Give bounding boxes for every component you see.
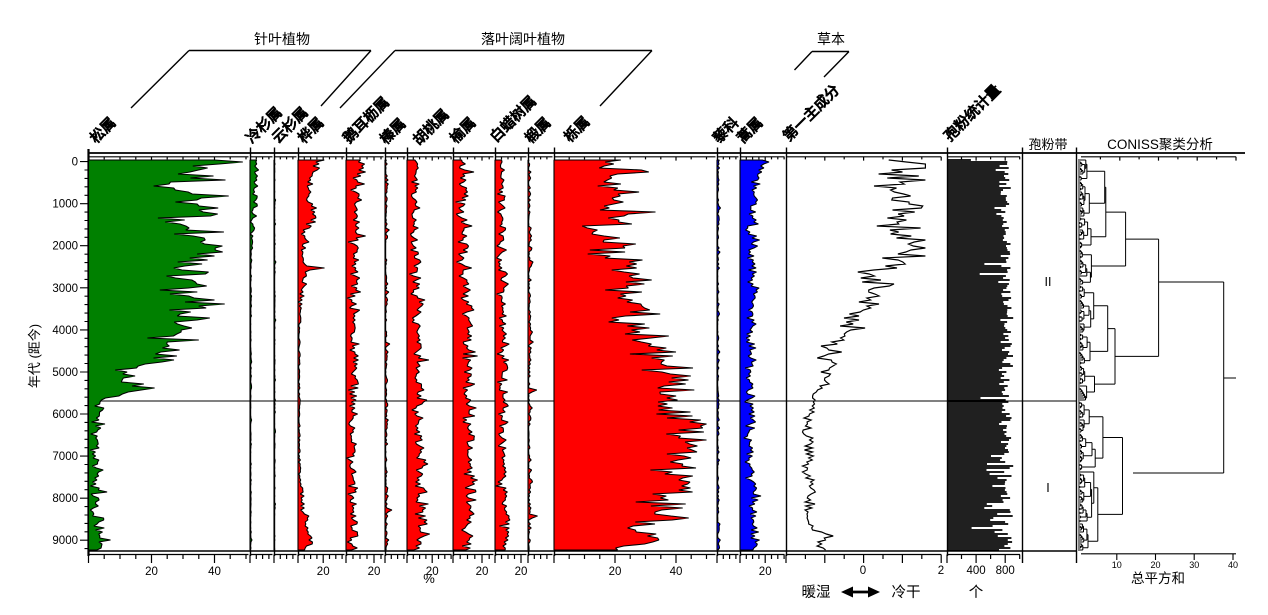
svg-text:年代 (距今): 年代 (距今) [27, 324, 42, 388]
svg-text:20: 20 [515, 566, 528, 578]
svg-text:20: 20 [145, 566, 158, 578]
svg-text:20: 20 [368, 566, 381, 578]
svg-text:10: 10 [1112, 560, 1122, 570]
svg-text:4000: 4000 [52, 325, 78, 337]
svg-text:2: 2 [938, 565, 944, 577]
svg-text:2000: 2000 [52, 241, 78, 253]
svg-text:暖湿: 暖湿 [802, 584, 831, 601]
svg-text:9000: 9000 [52, 535, 78, 547]
svg-text:CONISS聚类分析: CONISS聚类分析 [1107, 137, 1213, 152]
svg-text:6000: 6000 [52, 409, 78, 421]
svg-text:3000: 3000 [52, 283, 78, 295]
svg-text:8000: 8000 [52, 493, 78, 505]
svg-text:7000: 7000 [52, 451, 78, 463]
svg-text:20: 20 [1150, 560, 1160, 570]
svg-text:0: 0 [860, 565, 866, 577]
svg-text:0: 0 [72, 157, 78, 169]
svg-text:20: 20 [759, 566, 772, 578]
svg-text:30: 30 [1189, 560, 1199, 570]
svg-text:400: 400 [967, 565, 986, 577]
svg-text:20: 20 [317, 566, 330, 578]
svg-text:40: 40 [670, 566, 683, 578]
svg-text:20: 20 [426, 566, 439, 578]
svg-text:20: 20 [609, 566, 622, 578]
svg-text:%: % [423, 571, 435, 586]
svg-text:针叶植物: 针叶植物 [254, 31, 310, 47]
svg-text:草本: 草本 [817, 31, 845, 47]
svg-text:20: 20 [476, 566, 489, 578]
svg-text:落叶阔叶植物: 落叶阔叶植物 [481, 31, 565, 47]
svg-text:II: II [1045, 275, 1052, 289]
svg-text:1000: 1000 [52, 199, 78, 211]
svg-text:个: 个 [969, 584, 984, 601]
svg-text:5000: 5000 [52, 367, 78, 379]
svg-text:I: I [1046, 481, 1049, 495]
svg-text:800: 800 [996, 565, 1015, 577]
svg-text:40: 40 [208, 566, 221, 578]
svg-text:孢粉带: 孢粉带 [1028, 137, 1067, 152]
svg-text:冷干: 冷干 [892, 584, 921, 601]
svg-text:40: 40 [1228, 560, 1238, 570]
svg-text:总平方和: 总平方和 [1131, 571, 1185, 586]
